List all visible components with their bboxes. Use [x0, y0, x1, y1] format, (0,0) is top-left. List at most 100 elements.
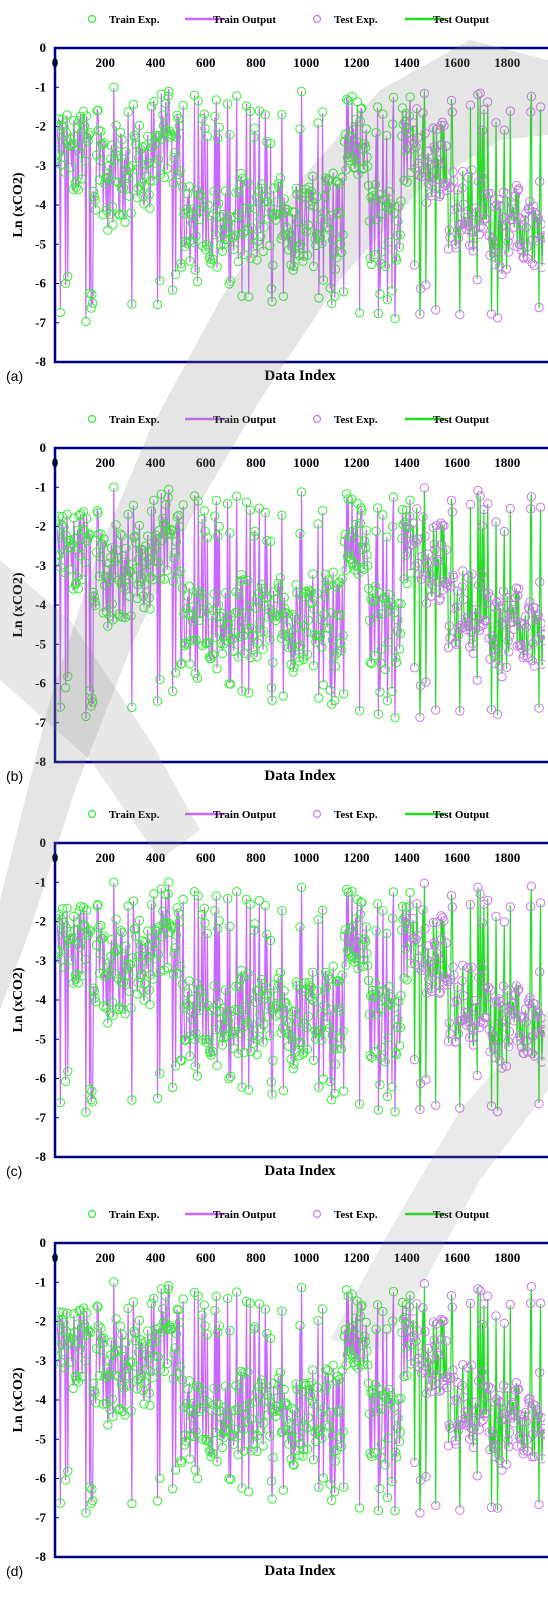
x-tick-label: 1000 — [293, 1250, 319, 1265]
train-exp-point — [103, 1370, 114, 1381]
train-exp-point — [204, 1035, 214, 1045]
train-exp-point — [93, 105, 103, 116]
train-exp-point — [159, 574, 170, 584]
train-exp-point — [199, 1300, 210, 1310]
train-exp-point — [124, 191, 135, 201]
train-exp-point — [69, 1327, 80, 1338]
train-exp-point — [379, 194, 389, 205]
test-exp-point — [505, 106, 515, 116]
train-exp-point — [90, 596, 100, 607]
train-exp-point — [188, 1398, 198, 1409]
train-exp-point — [267, 1089, 277, 1099]
test-exp-point — [491, 911, 501, 922]
x-tick-label: 400 — [146, 55, 166, 70]
train-exp-point — [200, 1321, 210, 1331]
test-exp-point — [477, 521, 488, 531]
train-exp-point — [322, 1420, 332, 1430]
train-exp-point — [351, 157, 362, 168]
train-exp-point — [241, 203, 251, 214]
train-exp-point — [174, 521, 185, 532]
train-exp-point — [403, 124, 413, 134]
train-exp-point — [274, 209, 285, 220]
test-exp-point — [488, 637, 498, 648]
test-exp-point — [478, 223, 488, 233]
train-exp-point — [377, 1404, 387, 1414]
test-exp-point — [463, 962, 473, 973]
train-exp-point — [402, 1370, 412, 1381]
y-tick-label: -1 — [35, 479, 46, 494]
test-exp-point — [492, 313, 503, 323]
train-exp-point — [308, 1365, 318, 1375]
test-exp-point — [505, 503, 515, 514]
test-exp-point — [431, 1100, 441, 1110]
train-exp-point — [137, 936, 148, 946]
train-exp-point — [122, 964, 133, 974]
train-exp-point — [220, 1381, 231, 1391]
test-exp-point — [464, 1418, 474, 1429]
test-exp-point — [443, 244, 454, 254]
train-exp-point — [403, 923, 414, 934]
train-exp-point — [221, 234, 231, 245]
train-exp-point — [298, 256, 308, 266]
train-exp-point — [233, 1048, 243, 1058]
train-exp-point — [389, 1002, 399, 1013]
test-exp-point — [467, 165, 477, 175]
train-exp-point — [144, 190, 154, 200]
train-exp-point — [280, 603, 290, 614]
train-exp-point — [232, 209, 243, 220]
test-exp-point — [420, 531, 430, 542]
y-tick-label: -1 — [35, 1274, 46, 1289]
train-exp-point — [179, 208, 189, 219]
train-exp-point — [199, 903, 210, 914]
test-exp-point — [458, 1392, 469, 1402]
test-exp-point — [450, 1435, 460, 1446]
train-exp-point — [173, 569, 183, 579]
train-exp-point — [380, 1460, 390, 1470]
train-exp-point — [320, 173, 331, 183]
train-exp-point — [117, 927, 127, 938]
train-exp-point — [124, 970, 134, 981]
test-exp-point — [533, 610, 543, 620]
train-exp-point — [327, 1095, 337, 1105]
test-exp-point — [468, 246, 479, 256]
train-exp-point — [57, 114, 65, 124]
train-exp-point — [338, 230, 348, 240]
train-exp-point — [66, 1337, 76, 1347]
train-exp-point — [147, 940, 157, 950]
train-exp-point — [109, 482, 119, 492]
train-exp-point — [244, 688, 254, 698]
train-exp-point — [211, 95, 222, 105]
train-exp-point — [192, 1071, 203, 1081]
train-exp-point — [296, 1037, 306, 1048]
train-exp-point — [60, 1076, 71, 1087]
train-exp-point — [153, 1352, 164, 1362]
train-exp-point — [222, 1013, 232, 1023]
train-exp-point — [120, 1009, 130, 1019]
train-exp-point — [277, 906, 287, 916]
train-exp-point — [251, 594, 261, 604]
train-exp-point — [85, 1327, 96, 1338]
train-exp-point — [186, 235, 196, 246]
test-exp-point — [442, 1382, 452, 1393]
train-exp-point — [191, 1028, 201, 1038]
train-exp-point — [325, 685, 335, 695]
train-exp-point — [312, 986, 322, 996]
train-exp-point — [152, 926, 162, 937]
train-exp-point — [285, 1030, 295, 1041]
train-exp-point — [400, 1343, 411, 1353]
train-exp-point — [258, 1037, 268, 1047]
train-exp-point — [199, 506, 210, 516]
test-exp-point — [444, 1420, 454, 1430]
train-exp-point — [183, 988, 193, 998]
y-tick-label: -3 — [35, 558, 46, 573]
test-exp-point — [535, 898, 545, 908]
test-exp-point — [411, 1336, 421, 1346]
chart-svg: Train Exp. Train Output Test Exp. Test Outp… — [6, 414, 548, 784]
train-exp-point — [82, 111, 92, 121]
test-exp-point — [462, 612, 473, 622]
train-exp-point — [77, 174, 87, 184]
train-exp-point — [140, 1337, 151, 1347]
test-exp-point — [521, 1417, 531, 1427]
test-exp-point — [506, 1409, 516, 1420]
legend-test-output-label: Test Output — [433, 14, 489, 26]
